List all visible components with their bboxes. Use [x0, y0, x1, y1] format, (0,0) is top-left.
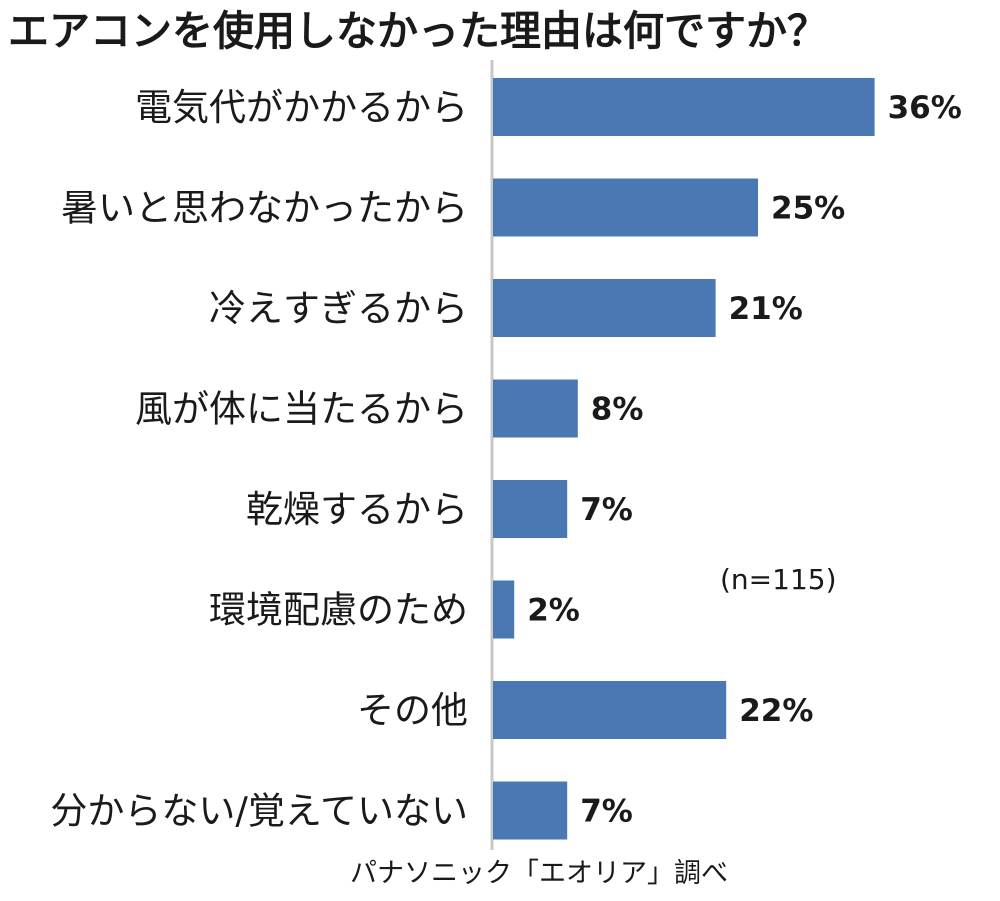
- category-label-2: 冷えすぎるから: [209, 287, 468, 330]
- value-label-2: 21%: [729, 291, 803, 327]
- bar-4: [493, 480, 568, 538]
- category-label-7: 分からない/覚えていない: [50, 790, 468, 833]
- bar-6: [493, 681, 727, 739]
- value-label-4: 7%: [580, 492, 633, 528]
- chart-title-text: エアコンを使用しなかった理由は何ですか？: [8, 7, 828, 55]
- value-label-0: 36%: [888, 90, 962, 126]
- category-label-5: 環境配慮のため: [209, 589, 468, 632]
- value-label-1: 25%: [771, 191, 845, 227]
- bar-0: [493, 78, 875, 136]
- value-label-5: 2%: [527, 593, 580, 629]
- category-label-3: 風が体に当たるから: [135, 388, 468, 431]
- value-label-6: 22%: [739, 693, 813, 729]
- value-labels-group: 36% 25% 21% 8% 7% 2% 22% 7%: [527, 90, 962, 830]
- value-label-3: 8%: [591, 392, 644, 428]
- category-label-0: 電気代がかかるから: [135, 86, 468, 129]
- bar-2: [493, 279, 716, 337]
- category-label-4: 乾燥するから: [246, 488, 468, 531]
- bar-5: [493, 580, 515, 639]
- bar-1: [493, 178, 758, 237]
- category-labels-group: 電気代がかかるから暑いと思わなかったから冷えすぎるから風が体に当たるから乾燥する…: [50, 86, 468, 833]
- value-label-7: 7%: [580, 794, 633, 830]
- source-note: パナソニック「エオリア」調べ: [350, 858, 728, 889]
- chart-title: エアコンを使用しなかった理由は何ですか？: [8, 6, 998, 56]
- sample-size-note: (n=115): [720, 563, 837, 596]
- bar-3: [493, 379, 578, 438]
- category-label-1: 暑いと思わなかったから: [61, 187, 468, 230]
- bar-7: [493, 781, 568, 840]
- category-label-6: その他: [357, 689, 468, 732]
- bars-group: [493, 78, 875, 840]
